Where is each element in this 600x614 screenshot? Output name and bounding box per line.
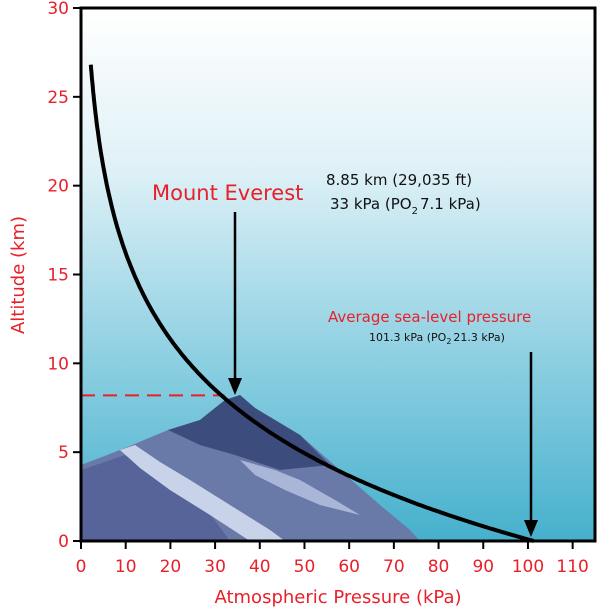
x-tick-label: 60 [338,557,360,577]
x-axis-title: Atmospheric Pressure (kPa) [214,587,461,608]
mountain-illustration [81,395,420,541]
y-axis-title: Altitude (km) [8,216,29,334]
x-tick-label: 50 [294,557,316,577]
x-tick-label: 110 [556,557,588,577]
sea-level-detail-main: 101.3 kPa (PO [369,331,447,344]
everest-pressure-rest: 7.1 kPa) [420,195,481,213]
x-tick-label: 40 [249,557,271,577]
everest-label: Mount Everest [152,181,303,205]
y-tick-label: 10 [47,354,69,374]
y-tick-label: 15 [47,266,69,286]
x-tick-label: 70 [383,557,405,577]
x-tick-label: 100 [512,557,544,577]
everest-pressure-sub: 2 [412,206,418,217]
x-axis-ticks: 0 10 20 30 40 50 60 70 80 90 100 110 [76,541,589,577]
sea-level-label: Average sea-level pressure [328,308,531,326]
sea-level-arrow-head [524,520,538,537]
x-tick-label: 30 [204,557,226,577]
everest-pressure-main: 33 kPa (PO [330,195,412,213]
y-tick-label: 0 [58,532,69,552]
everest-pressure: 33 kPa (PO2 7.1 kPa) [330,195,481,217]
x-tick-label: 10 [115,557,137,577]
y-tick-label: 25 [47,88,69,108]
y-tick-label: 30 [47,0,69,19]
sea-level-detail-sub: 2 [446,337,451,346]
y-tick-label: 5 [58,443,69,463]
snow-patch [240,460,360,515]
x-tick-label: 0 [76,557,87,577]
x-tick-label: 80 [428,557,450,577]
pressure-curve [88,64,535,543]
x-tick-label: 20 [160,557,182,577]
x-tick-label: 90 [472,557,494,577]
y-axis-ticks: 0 5 10 15 20 25 30 [47,0,81,552]
sea-level-detail-rest: 21.3 kPa) [453,331,505,344]
mountain-shadow [81,455,230,541]
sea-level-detail: 101.3 kPa (PO2 21.3 kPa) [369,331,505,346]
snow-ridge [120,445,285,541]
mountain-dark-face [168,395,330,470]
everest-height: 8.85 km (29,035 ft) [326,171,472,189]
everest-arrow-head [228,378,242,395]
y-tick-label: 20 [47,177,69,197]
